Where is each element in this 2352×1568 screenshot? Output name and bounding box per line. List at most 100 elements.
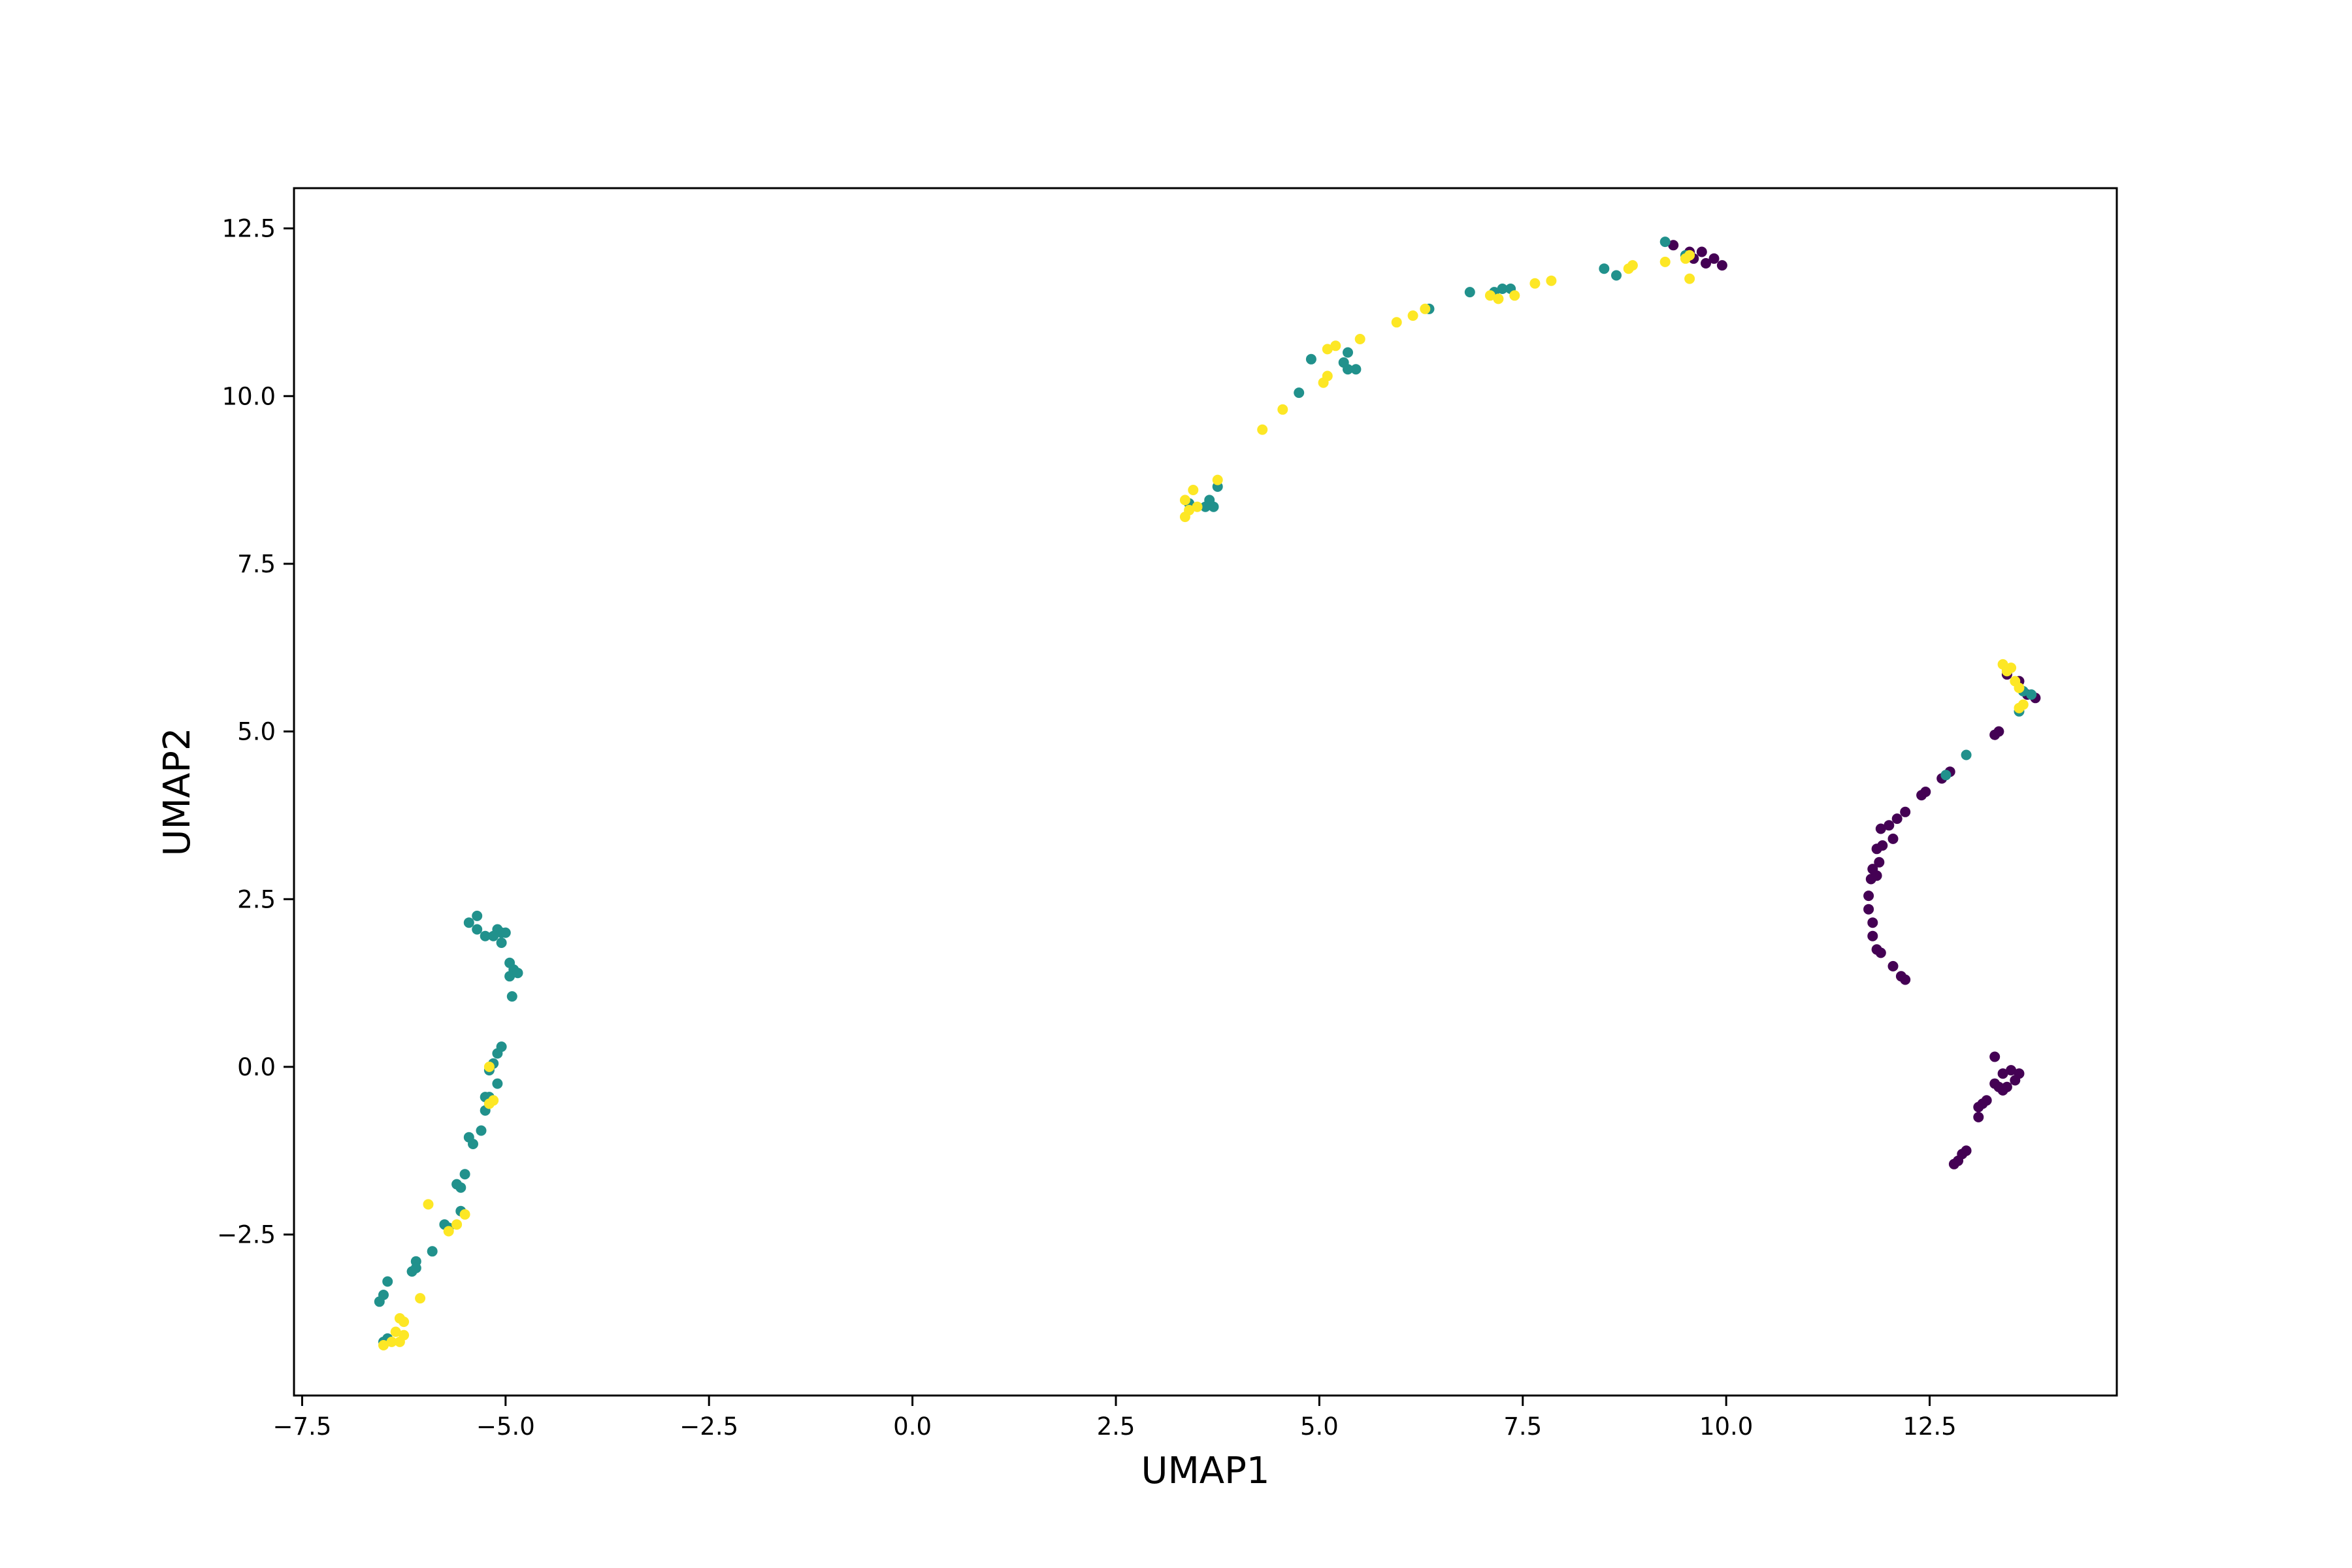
scatter-point [1322,344,1333,355]
scatter-point [1900,974,1911,985]
scatter-point [1948,1158,1959,1169]
scatter-point [472,924,483,935]
y-tick-label: 10.0 [222,382,276,410]
scatter-point [1884,820,1895,831]
scatter-point [1257,424,1268,435]
scatter-point [427,1246,438,1257]
scatter-point [1464,287,1475,298]
x-tick-label: 0.0 [893,1413,932,1441]
scatter-point [2001,666,2012,677]
scatter-point [1350,364,1362,375]
scatter-point [1961,749,1972,760]
scatter-point [2026,689,2037,700]
scatter-point [500,927,511,938]
scatter-point [483,1061,495,1072]
x-tick-label: 2.5 [1097,1413,1135,1441]
scatter-point [1407,310,1418,321]
scatter-point [2014,682,2025,693]
scatter-point [1179,512,1190,523]
scatter-point [463,1132,474,1143]
scatter-point [410,1262,421,1273]
scatter-point [1874,857,1885,868]
scatter-point [1997,1068,2008,1079]
scatter-point [1973,1111,1984,1122]
y-tick-label: 12.5 [222,215,276,243]
scatter-point [1871,843,1882,855]
scatter-point [1867,917,1878,928]
scatter-point [492,1078,503,1089]
scatter-point [1989,729,2001,740]
y-axis: −2.5 0.0 2.5 5.0 7.5 10.0 12.5 [217,215,294,1249]
scatter-point [1659,237,1671,248]
scatter-point [1546,275,1557,286]
scatter-point [394,1336,405,1347]
scatter-point [1659,256,1671,267]
scatter-point [472,910,483,921]
y-tick-label: 2.5 [237,885,276,913]
x-axis-label: UMAP1 [1141,1450,1269,1492]
scatter-point [512,968,523,979]
x-tick-label: 7.5 [1503,1413,1542,1441]
scatter-point [451,1219,463,1230]
scatter-point [1623,263,1634,274]
scatter-point [415,1293,426,1304]
scatter-point [488,930,499,941]
scatter-point [1611,270,1622,281]
scatter-point [1599,263,1610,274]
scatter-point [1680,253,1691,264]
scatter-point [1179,495,1190,506]
scatter-point [1684,273,1695,284]
scatter-point [1997,1085,2008,1096]
scatter-point [1668,240,1679,251]
scatter-point [1916,790,1927,801]
scatter-point [2010,1075,2021,1086]
y-tick-label: −2.5 [217,1221,276,1249]
scatter-point [1420,303,1431,314]
scatter-point [1497,284,1508,294]
scatter-point [483,1098,495,1109]
scatter-point [492,1048,503,1059]
x-axis: −7.5 −5.0 −2.5 0.0 2.5 5.0 7.5 10.0 12.5 [273,1396,1957,1441]
scatter-point [1989,1051,2001,1062]
scatter-point [1716,260,1727,271]
scatter-point [1343,347,1353,358]
scatter-point [1200,501,1211,512]
scatter-point [451,1179,463,1190]
y-tick-label: 7.5 [237,550,276,578]
scatter-point [1973,1102,1984,1113]
scatter-point [2014,702,2025,713]
scatter-point [480,930,491,941]
scatter-point [1940,770,1952,781]
scatter-point [1343,364,1353,375]
y-tick-label: 0.0 [237,1053,276,1081]
scatter-point [1863,904,1874,915]
x-tick-label: 12.5 [1903,1413,1956,1441]
scatter-point [463,917,474,928]
scatter-point [1875,823,1886,834]
scatter-point [1391,317,1402,328]
scatter-point [1887,960,1899,972]
scatter-point [459,1169,470,1180]
data-points [374,237,2041,1350]
scatter-point [378,1340,389,1350]
scatter-point [1484,290,1495,301]
scatter-point [1354,334,1365,344]
scatter-point [1708,253,1720,264]
scatter-point [1887,833,1899,844]
scatter-point [382,1276,393,1287]
scatter-point [1208,501,1219,512]
scatter-point [1188,485,1199,495]
scatter-point [1863,890,1874,902]
scatter-point [1891,813,1903,825]
y-tick-label: 5.0 [237,718,276,746]
y-axis-label: UMAP2 [156,727,199,856]
scatter-point [1509,290,1520,301]
scatter-point [496,938,507,948]
scatter-point [1192,501,1203,512]
scatter-point [390,1326,401,1337]
plot-frame [293,187,2118,1397]
scatter-point [1529,278,1541,289]
scatter-point [423,1199,434,1210]
